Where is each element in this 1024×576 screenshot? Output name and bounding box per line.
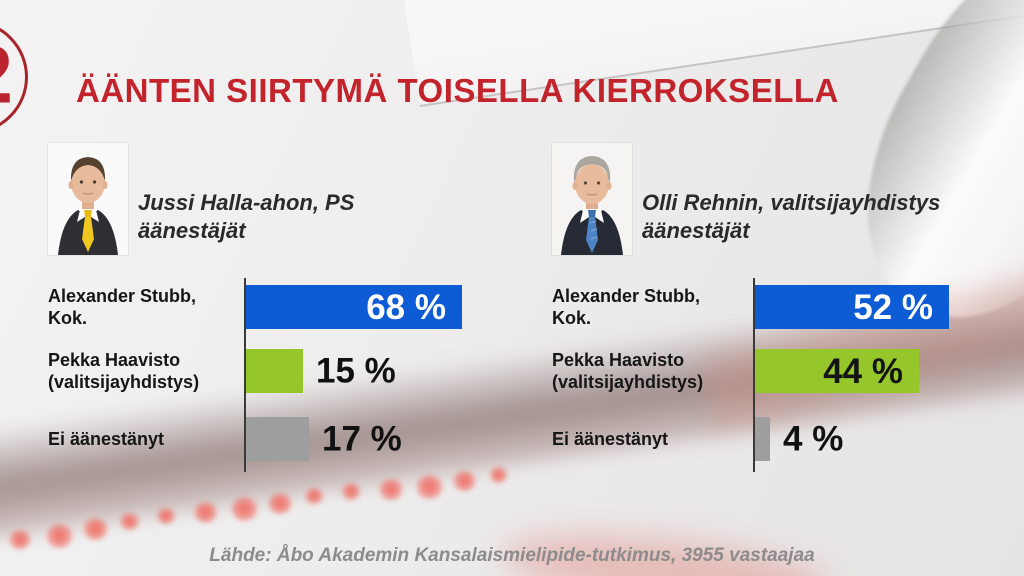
portrait-rehn-illustration: [552, 143, 632, 255]
election-round-2-logo: 2: [0, 20, 28, 134]
portrait-halla-aho-illustration: [48, 143, 128, 255]
bar-novote-right: 4 %: [755, 417, 843, 461]
voter-group-name: Olli Rehnin, valitsijayhdistys äänestäjä…: [642, 190, 941, 243]
bar-value: 4 %: [783, 419, 844, 459]
bar-value: 17 %: [322, 419, 402, 459]
bar-row-haavisto-right: Pekka Haavisto (valitsijayhdistys) 44 %: [552, 349, 1022, 393]
bar-haavisto-right: 44 %: [755, 349, 919, 393]
bar-haavisto-left: 15 %: [246, 349, 396, 393]
bar-row-stubb-right: Alexander Stubb, Kok. 52 %: [552, 285, 1022, 329]
bar-value: 52 %: [853, 287, 933, 327]
bar-row-label: Alexander Stubb, Kok.: [552, 286, 701, 328]
bar-value: 44 %: [823, 351, 903, 391]
bar-row-novote-left: Ei äänestänyt 17 %: [48, 417, 518, 461]
page-title: ÄÄNTEN SIIRTYMÄ TOISELLA KIERROKSELLA: [76, 72, 839, 110]
bar-row-label: Alexander Stubb, Kok.: [48, 286, 197, 328]
bar-value: 15 %: [316, 351, 396, 391]
bar-stubb-left: 68 %: [246, 285, 462, 329]
bar-row-label: Pekka Haavisto (valitsijayhdistys): [48, 350, 200, 392]
bar-value: 68 %: [366, 287, 446, 327]
round-2-numeral: 2: [0, 34, 13, 116]
voter-group-panel-rehn: Olli Rehnin, valitsijayhdistys äänestäjä…: [552, 143, 1022, 483]
source-attribution: Lähde: Åbo Akademin Kansalaismielipide-t…: [209, 545, 815, 566]
portrait-jussi-halla-aho: [48, 143, 128, 255]
bar-row-novote-right: Ei äänestänyt 4 %: [552, 417, 1022, 461]
bar-row-stubb-left: Alexander Stubb, Kok. 68 %: [48, 285, 518, 329]
bar-row-haavisto-left: Pekka Haavisto (valitsijayhdistys) 15 %: [48, 349, 518, 393]
voter-group-name: Jussi Halla-ahon, PS äänestäjät: [138, 190, 355, 243]
bar-row-label: Ei äänestänyt: [552, 429, 669, 449]
bar-novote-left: 17 %: [246, 417, 402, 461]
bar-row-label: Pekka Haavisto (valitsijayhdistys): [552, 350, 704, 392]
voter-group-panel-halla-aho: Jussi Halla-ahon, PS äänestäjät Alexande…: [48, 143, 518, 483]
portrait-olli-rehn: [552, 143, 632, 255]
bar-row-label: Ei äänestänyt: [48, 429, 165, 449]
bar-stubb-right: 52 %: [755, 285, 949, 329]
